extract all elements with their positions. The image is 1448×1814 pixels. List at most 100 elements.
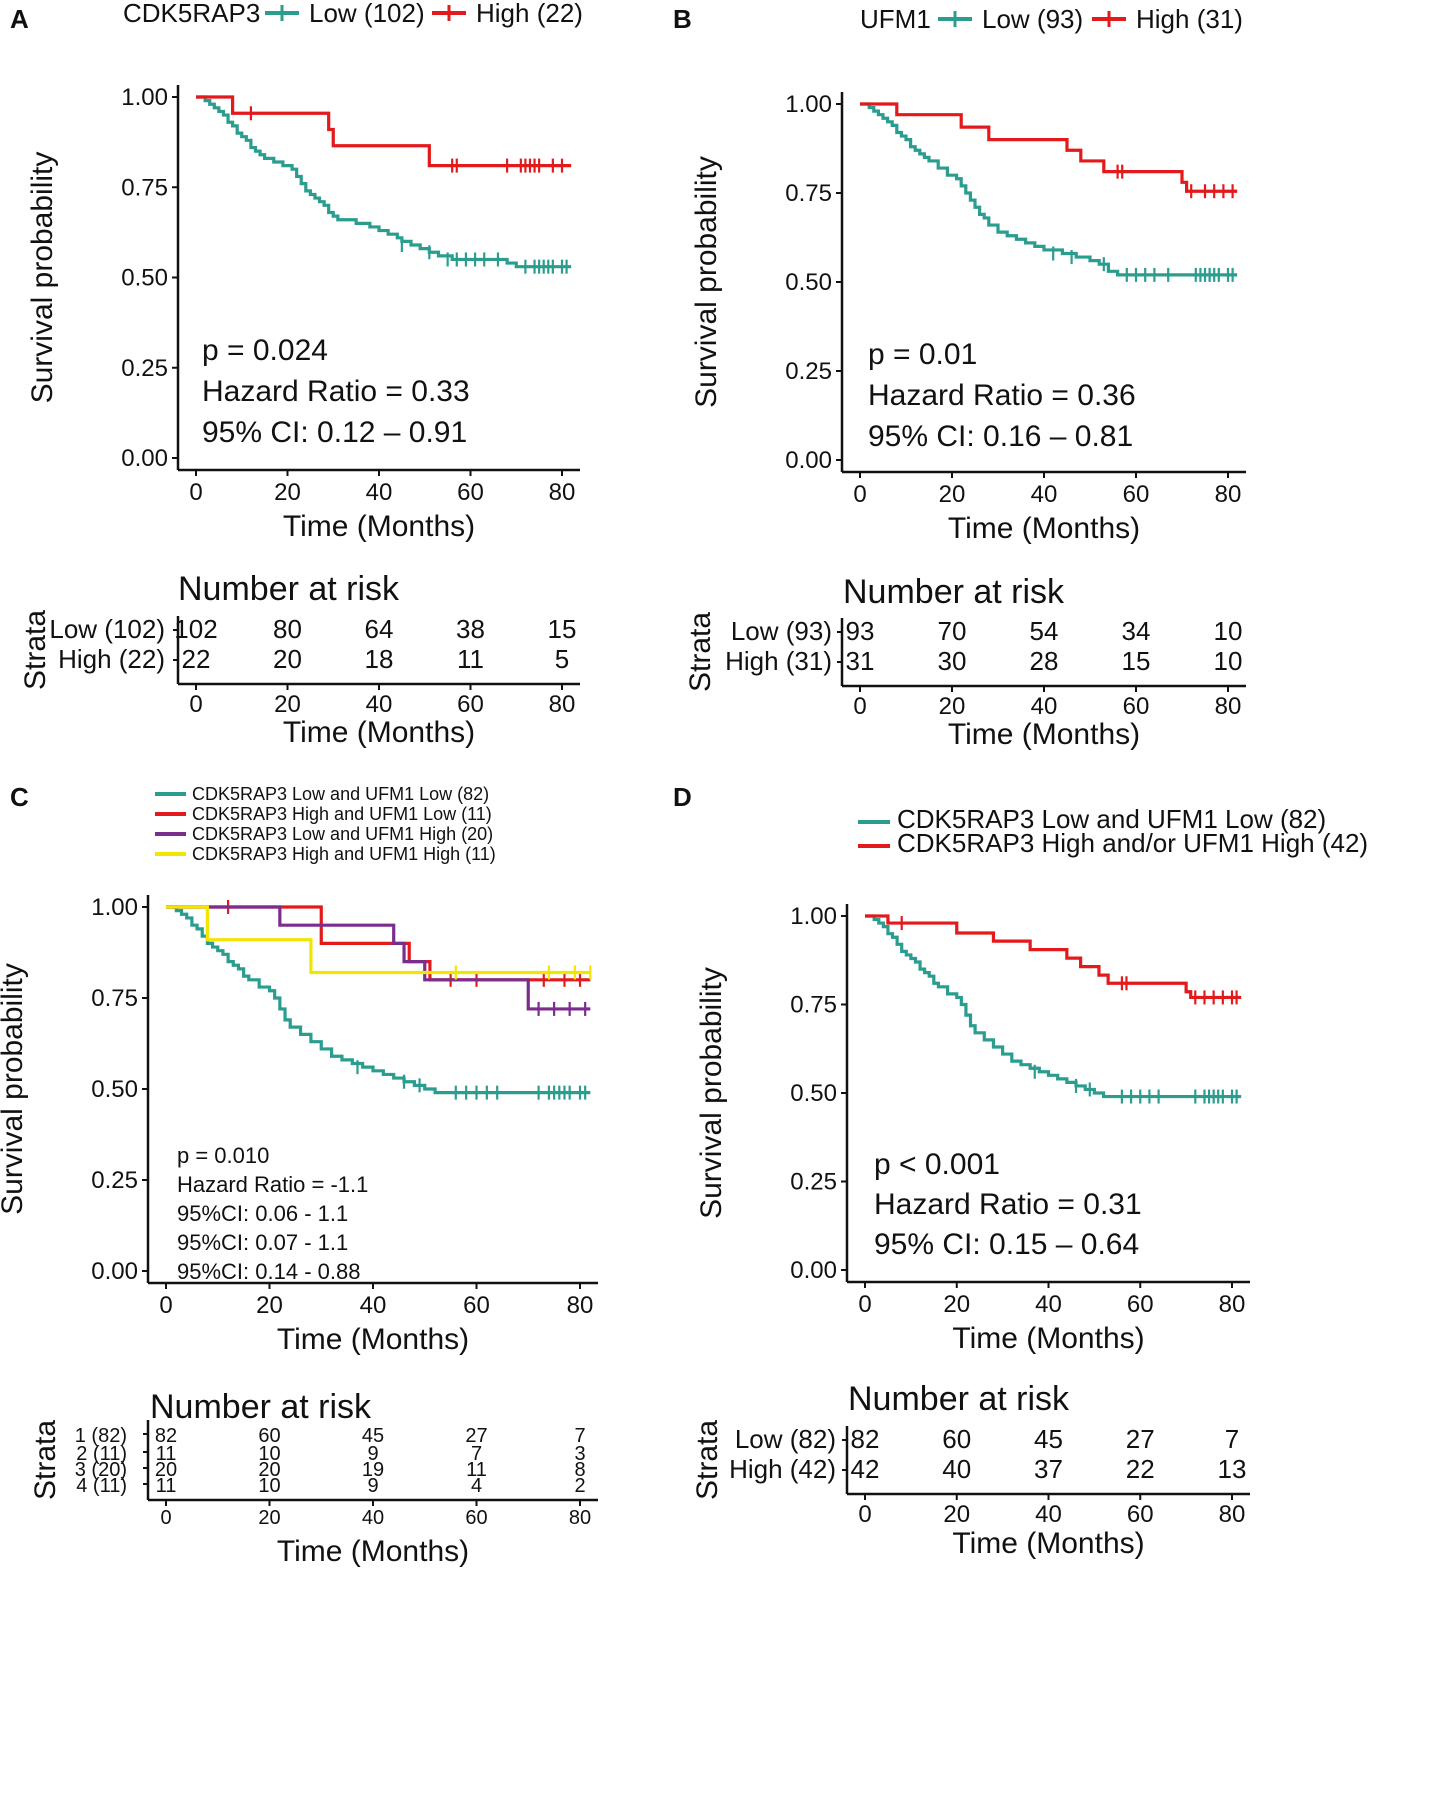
risk-count: 30 — [938, 646, 967, 676]
risk-count: 60 — [258, 1425, 280, 1447]
x-tick-label: 80 — [1215, 481, 1242, 508]
risk-count: 20 — [273, 644, 302, 674]
x-tick-label: 0 — [159, 1292, 172, 1319]
x-tick-label: 40 — [1035, 1291, 1062, 1318]
risk-count: 5 — [555, 644, 569, 674]
stat-annotation: p = 0.024 — [202, 334, 328, 367]
risk-x-tick-label: 20 — [258, 1507, 280, 1529]
y-tick-label: 1.00 — [785, 91, 832, 118]
risk-count: 60 — [942, 1424, 971, 1454]
panel-letter: B — [673, 4, 692, 34]
x-tick-label: 20 — [943, 1291, 970, 1318]
stat-annotation: Hazard Ratio = -1.1 — [177, 1172, 368, 1197]
risk-x-tick-label: 80 — [569, 1507, 591, 1529]
risk-count: 7 — [1225, 1424, 1239, 1454]
legend-label: High (31) — [1136, 4, 1243, 34]
risk-x-tick-label: 60 — [465, 1507, 487, 1529]
y-tick-label: 0.00 — [790, 1257, 837, 1284]
risk-count: 9 — [367, 1475, 378, 1497]
stat-annotation: 95%CI: 0.07 - 1.1 — [177, 1230, 348, 1255]
risk-count: 10 — [258, 1443, 280, 1465]
survival-curve-2 — [860, 102, 1238, 193]
risk-strata-label: Strata — [691, 1420, 724, 1500]
risk-count: 7 — [471, 1443, 482, 1465]
risk-strata-label: Strata — [19, 610, 52, 690]
risk-count: 7 — [574, 1425, 585, 1447]
risk-count: 11 — [457, 644, 484, 674]
risk-x-axis-label: Time (Months) — [283, 716, 475, 749]
risk-count: 20 — [155, 1459, 177, 1481]
survival-curve-1 — [865, 914, 1242, 1099]
survival-curve-2 — [865, 914, 1242, 1000]
x-tick-label: 20 — [256, 1292, 283, 1319]
panel-c: C CDK5RAP3 Low and UFM1 Low (82)CDK5RAP3 … — [0, 782, 598, 1568]
survival-curve-1 — [860, 102, 1238, 277]
risk-count: 9 — [367, 1443, 378, 1465]
y-axis-label: Survival probability — [690, 156, 723, 408]
risk-count: 45 — [362, 1425, 384, 1447]
risk-strata-name: 3 (20) — [75, 1459, 127, 1481]
risk-count: 10 — [1214, 616, 1243, 646]
risk-strata-name: 1 (82) — [75, 1425, 127, 1447]
x-axis-label: Time (Months) — [948, 512, 1140, 545]
survival-curve-1 — [196, 95, 572, 269]
risk-x-axis-label: Time (Months) — [277, 1535, 469, 1568]
risk-count: 28 — [1030, 646, 1059, 676]
risk-x-tick-label: 0 — [189, 691, 202, 718]
legend-label: CDK5RAP3 High and UFM1 High (11) — [192, 844, 496, 864]
risk-x-tick-label: 20 — [943, 1501, 970, 1528]
stat-annotation: 95%CI: 0.06 - 1.1 — [177, 1201, 348, 1226]
y-tick-label: 0.25 — [91, 1167, 138, 1194]
y-axis-label: Survival probability — [695, 967, 728, 1219]
panel-b: B UFM1 Low (93) High (31)0.000.250.500.751.… — [673, 4, 1246, 751]
legend-label: CDK5RAP3 High and UFM1 Low (11) — [192, 804, 492, 824]
panel-letter: D — [673, 782, 692, 812]
risk-count: 11 — [466, 1459, 487, 1481]
risk-count: 34 — [1122, 616, 1151, 646]
risk-count: 13 — [1218, 1454, 1247, 1484]
risk-x-axis-label: Time (Months) — [952, 1527, 1144, 1560]
legend-label: CDK5RAP3 Low and UFM1 Low (82) — [192, 784, 489, 804]
x-tick-label: 40 — [1031, 481, 1058, 508]
y-axis-label: Survival probability — [26, 152, 59, 404]
x-tick-label: 20 — [939, 481, 966, 508]
survival-curve-1 — [166, 905, 591, 1095]
risk-x-tick-label: 40 — [362, 1507, 384, 1529]
risk-count: 38 — [456, 614, 485, 644]
stat-annotation: Hazard Ratio = 0.33 — [202, 375, 470, 408]
y-tick-label: 0.50 — [121, 265, 168, 292]
risk-x-tick-label: 60 — [1127, 1501, 1154, 1528]
x-axis-label: Time (Months) — [283, 510, 475, 543]
y-tick-label: 0.25 — [121, 355, 168, 382]
risk-strata-name: 4 (11) — [76, 1475, 127, 1497]
risk-count: 82 — [155, 1425, 177, 1447]
x-axis-label: Time (Months) — [277, 1323, 469, 1356]
risk-count: 15 — [548, 614, 577, 644]
x-tick-label: 80 — [567, 1292, 594, 1319]
risk-count: 27 — [465, 1425, 487, 1447]
risk-count: 27 — [1126, 1424, 1155, 1454]
survival-curve-3 — [166, 905, 591, 1011]
risk-x-tick-label: 40 — [1031, 693, 1058, 720]
y-tick-label: 1.00 — [790, 903, 837, 930]
stat-annotation: Hazard Ratio = 0.31 — [874, 1188, 1142, 1221]
legend-title: CDK5RAP3 — [123, 0, 260, 28]
y-tick-label: 0.75 — [785, 180, 832, 207]
legend-label: High (22) — [476, 0, 583, 28]
risk-count: 70 — [938, 616, 967, 646]
x-tick-label: 0 — [189, 479, 202, 506]
y-tick-label: 1.00 — [91, 894, 138, 921]
legend-title: UFM1 — [860, 4, 931, 34]
x-tick-label: 40 — [366, 479, 393, 506]
y-tick-label: 0.00 — [121, 445, 168, 472]
risk-strata-name: High (31) — [725, 646, 832, 676]
risk-x-tick-label: 0 — [160, 1507, 171, 1529]
x-tick-label: 60 — [1123, 481, 1150, 508]
survival-curve-2 — [196, 95, 572, 168]
risk-count: 42 — [851, 1454, 880, 1484]
risk-count: 10 — [258, 1475, 280, 1497]
risk-x-tick-label: 80 — [1215, 693, 1242, 720]
risk-count: 4 — [471, 1475, 482, 1497]
risk-x-tick-label: 80 — [1219, 1501, 1246, 1528]
